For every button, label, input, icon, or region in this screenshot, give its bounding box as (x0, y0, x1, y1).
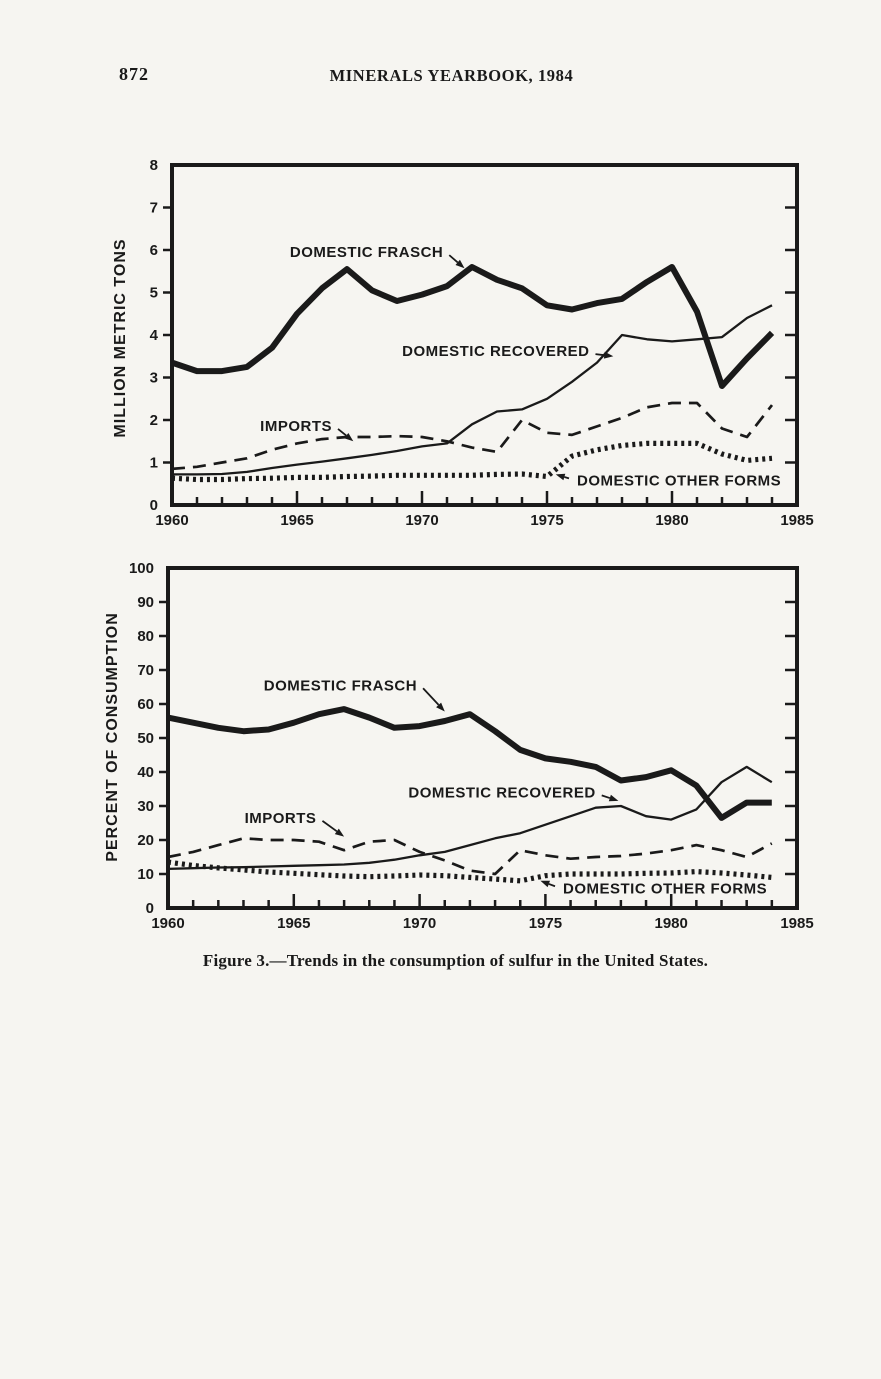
y-tick-label: 6 (150, 242, 158, 259)
line-imports (171, 401, 774, 471)
line-domestic-recovered (167, 765, 773, 871)
annotation-domestic-recovered: DOMESTIC RECOVERED (402, 343, 589, 360)
annotation-domestic-frasch: DOMESTIC FRASCH (290, 244, 443, 261)
y-tick-label: 7 (150, 200, 158, 217)
y-tick-label: 80 (137, 628, 154, 645)
annotation-arrow (564, 476, 570, 480)
annotation-imports: IMPORTS (260, 418, 332, 435)
y-tick-label: 40 (137, 764, 154, 781)
annotation-arrowhead (603, 351, 614, 359)
annotation-imports: IMPORTS (245, 810, 317, 827)
annotation-arrowhead (344, 433, 354, 442)
x-tick-label: 1970 (403, 915, 436, 932)
annotation-arrowhead (334, 828, 345, 837)
line-domestic-recovered (172, 304, 773, 476)
x-tick-label: 1985 (780, 915, 813, 932)
y-tick-label: 50 (137, 730, 154, 747)
y-tick-label: 10 (137, 866, 154, 883)
line-imports (167, 836, 773, 876)
x-tick-label: 1975 (529, 915, 562, 932)
x-tick-label: 1965 (280, 512, 313, 529)
plot-frame (166, 566, 799, 910)
top-chart-y-axis-title: MILLION METRIC TONS (112, 238, 129, 438)
x-tick-label: 1965 (277, 915, 310, 932)
y-tick-label: 20 (137, 832, 154, 849)
annotation-arrowhead (436, 702, 445, 712)
y-tick-label: 5 (150, 285, 158, 302)
page-number: 872 (119, 64, 149, 84)
chart-1: 0 1 2 3 4 5 6 7 8 1960 1965 1970 1975 1980 1985 DOMESTI… (150, 157, 814, 529)
figure-caption: Figure 3.—Trends in the consumption of s… (202, 951, 709, 970)
annotation-arrowhead (540, 880, 550, 888)
x-tick-label: 1960 (151, 915, 184, 932)
y-tick-label: 100 (129, 560, 154, 577)
annotation-arrow (422, 687, 440, 706)
annotation-arrowhead (455, 259, 465, 269)
annotation-domestic-frasch: DOMESTIC FRASCH (264, 677, 417, 694)
bottom-chart-y-axis-title: PERCENT OF CONSUMPTION (104, 612, 121, 862)
annotation-arrow (601, 794, 611, 799)
annotation-domestic-recovered: DOMESTIC RECOVERED (408, 784, 595, 801)
x-tick-label: 1985 (780, 512, 813, 529)
y-tick-label: 0 (150, 497, 158, 514)
annotation-arrow (448, 254, 459, 264)
y-tick-label: 70 (137, 662, 154, 679)
y-tick-label: 2 (150, 412, 158, 429)
x-tick-label: 1980 (655, 512, 688, 529)
y-tick-label: 90 (137, 594, 154, 611)
line-domestic-frasch (167, 706, 772, 821)
y-tick-label: 4 (150, 327, 159, 344)
annotation-arrow (337, 428, 347, 437)
annotation-arrowhead (608, 794, 619, 802)
plot-frame (170, 163, 799, 507)
annotation-arrow (548, 883, 556, 888)
annotation-domestic-other-forms: DOMESTIC OTHER FORMS (563, 880, 767, 897)
chart-2: 0 10 20 30 40 50 60 70 80 90 100 1960 1965 1970 1975 19… (129, 560, 814, 932)
x-tick-label: 1960 (155, 512, 188, 529)
x-tick-label: 1975 (530, 512, 563, 529)
y-tick-label: 30 (137, 798, 154, 815)
line-domestic-other-forms (167, 859, 773, 884)
line-domestic-frasch (171, 264, 775, 389)
y-tick-label: 8 (150, 157, 158, 174)
x-tick-label: 1970 (405, 512, 438, 529)
page-header-title: MINERALS YEARBOOK, 1984 (329, 66, 574, 85)
annotation-arrowhead (555, 473, 566, 481)
annotation-arrow (595, 353, 605, 357)
annotation-domestic-other-forms: DOMESTIC OTHER FORMS (577, 472, 781, 489)
line-domestic-other-forms (171, 440, 773, 483)
annotation-arrow (321, 820, 338, 833)
y-tick-label: 0 (146, 900, 154, 917)
y-tick-label: 1 (150, 455, 158, 472)
y-tick-label: 3 (150, 370, 158, 387)
y-tick-label: 60 (137, 696, 154, 713)
x-tick-label: 1980 (655, 915, 688, 932)
